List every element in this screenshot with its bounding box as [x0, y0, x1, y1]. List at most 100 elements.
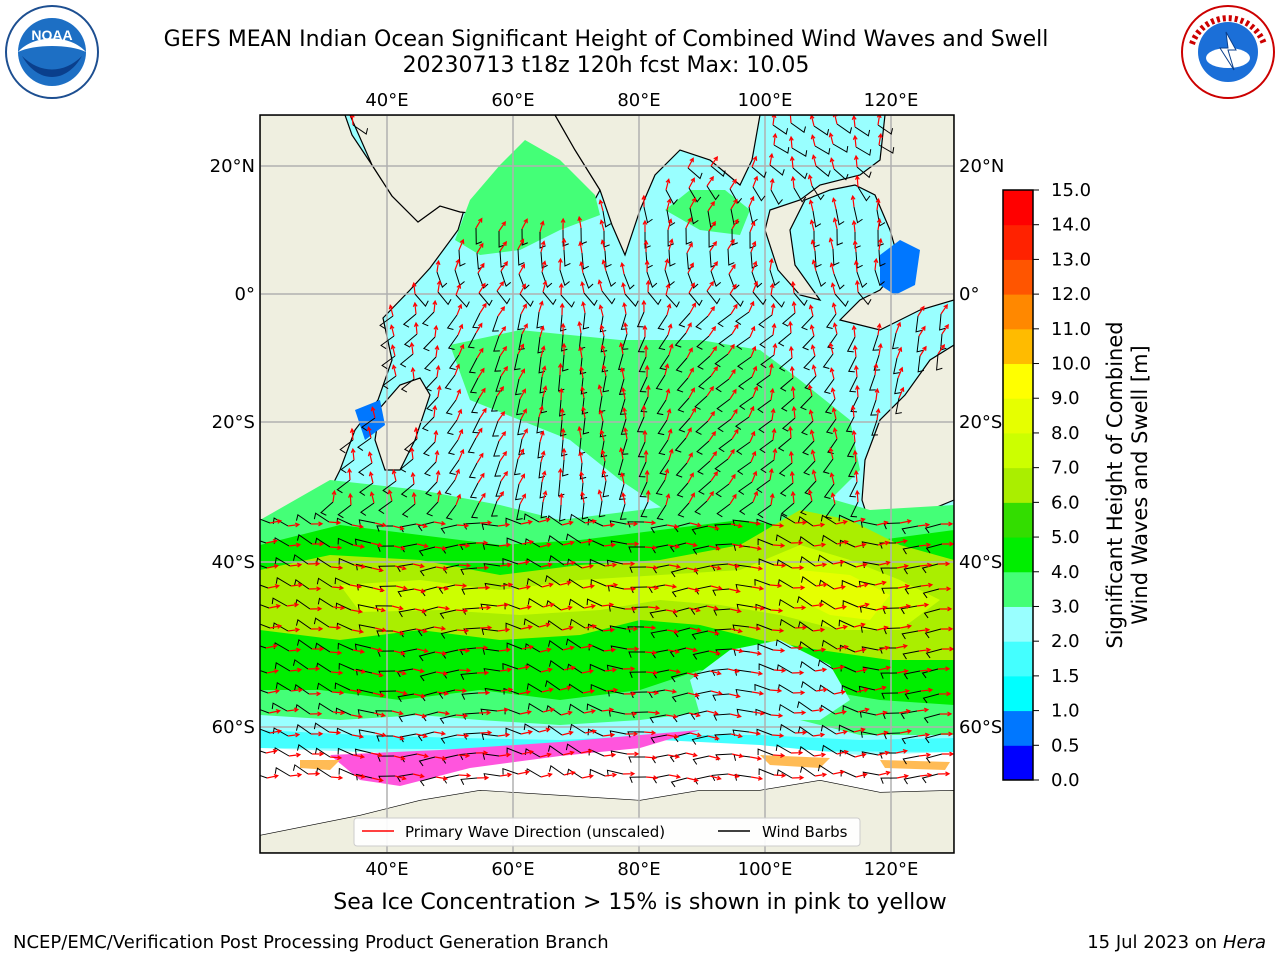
wave-direction-arrow: [752, 280, 759, 293]
wind-barb: [814, 145, 831, 155]
wind-barb: [490, 395, 498, 412]
wave-direction-arrow: [709, 240, 717, 252]
wind-barb: [778, 357, 793, 372]
wave-direction-arrow: [836, 539, 849, 545]
wind-barb: [599, 420, 607, 438]
wind-barb: [775, 639, 792, 649]
wave-direction-arrow: [787, 425, 793, 439]
wind-barb: [752, 186, 766, 202]
wave-region-arabian-sea: [455, 140, 600, 255]
wind-barb: [817, 764, 834, 775]
wave-direction-arrow: [414, 608, 427, 614]
wind-barb: [378, 500, 393, 515]
wave-direction-arrow: [877, 342, 883, 356]
wind-barb: [462, 712, 480, 720]
wave-direction-arrow: [727, 448, 735, 460]
wave-direction-arrow: [347, 492, 353, 506]
wind-barb: [440, 629, 458, 639]
wind-barb: [718, 438, 733, 453]
wave-direction-arrow: [809, 429, 815, 442]
wave-direction-arrow: [709, 450, 717, 462]
wave-direction-arrow: [710, 365, 719, 377]
wave-direction-arrow: [541, 470, 547, 483]
wind-barb: [846, 441, 856, 458]
wave-direction-arrow: [454, 363, 461, 376]
wave-direction-arrow: [308, 586, 322, 592]
wave-direction-arrow: [899, 729, 913, 734]
wind-barb: [295, 724, 312, 735]
wind-barb: [630, 586, 648, 594]
wind-barb: [492, 420, 499, 437]
wind-barb: [801, 315, 814, 331]
wave-direction-arrow: [917, 522, 931, 528]
wave-direction-arrow: [560, 710, 573, 716]
wave-direction-arrow: [706, 385, 714, 397]
wave-direction-arrow: [542, 280, 548, 293]
wave-direction-arrow: [458, 448, 465, 461]
colorbar-segment: [1003, 259, 1033, 295]
lat-tick-right-20s: 20°S: [959, 412, 1002, 433]
wave-direction-arrow: [898, 386, 905, 399]
map-frame: [259, 114, 955, 854]
sea-ice-edge-orange: [300, 755, 950, 770]
wave-direction-arrow: [709, 775, 722, 781]
wind-barb: [678, 417, 691, 433]
wind-barb: [600, 440, 608, 458]
wind-barb: [656, 504, 667, 521]
wind-barb: [624, 293, 639, 307]
wind-barb: [417, 731, 435, 742]
wave-direction-arrow: [728, 263, 736, 275]
wind-barb: [878, 144, 895, 154]
wave-direction-arrow: [873, 257, 879, 271]
wind-barb: [606, 664, 624, 672]
wind-barb: [646, 271, 658, 288]
wave-direction-arrow: [601, 707, 615, 713]
wave-direction-arrow: [560, 322, 566, 336]
wind-barb: [936, 353, 943, 371]
wind-barb: [589, 768, 606, 777]
wind-barb: [599, 315, 607, 333]
wind-barb: [924, 628, 942, 639]
wind-barb: [502, 557, 519, 565]
wave-direction-arrow: [329, 755, 343, 761]
wave-direction-arrow: [625, 731, 639, 737]
wind-barb: [527, 702, 544, 713]
wind-barb: [677, 397, 690, 413]
wave-direction-arrow: [666, 524, 680, 529]
wave-direction-arrow: [769, 583, 783, 589]
wave-direction-arrow: [310, 626, 324, 632]
wave-direction-arrow: [852, 134, 858, 148]
wind-barb: [468, 462, 478, 479]
wind-barb: [736, 603, 754, 611]
wind-barb: [447, 439, 459, 455]
wave-direction-arrow: [392, 525, 405, 531]
wind-barb: [402, 313, 417, 328]
wave-direction-arrow: [878, 770, 891, 776]
wave-direction-arrow: [496, 707, 510, 713]
wave-direction-arrow: [770, 608, 784, 614]
wave-direction-arrow: [836, 644, 849, 650]
wind-barb: [874, 269, 885, 287]
wave-direction-arrow: [518, 689, 531, 695]
wind-barb: [566, 558, 583, 569]
wave-direction-arrow: [772, 132, 778, 146]
colorbar-segment: [1003, 641, 1033, 677]
wave-direction-arrow: [392, 630, 405, 636]
wind-barb: [737, 461, 752, 475]
wave-direction-arrow: [689, 522, 702, 528]
lon-tick-bottom-40e: 40°E: [365, 859, 408, 880]
wind-barb: [445, 399, 457, 415]
wind-barb: [579, 357, 587, 375]
wind-barb: [581, 502, 589, 520]
wave-direction-arrow: [828, 342, 834, 355]
wind-barb: [757, 538, 774, 546]
wave-direction-arrow: [790, 385, 796, 399]
wave-direction-arrow: [727, 238, 735, 250]
wave-direction-arrow: [729, 178, 737, 190]
wind-barb: [685, 227, 693, 245]
wave-direction-arrow: [599, 429, 605, 442]
wave-direction-arrow: [835, 519, 848, 525]
wind-barb: [708, 230, 715, 248]
wave-direction-arrow: [832, 427, 838, 440]
lon-tick-bottom-80e: 80°E: [617, 859, 660, 880]
